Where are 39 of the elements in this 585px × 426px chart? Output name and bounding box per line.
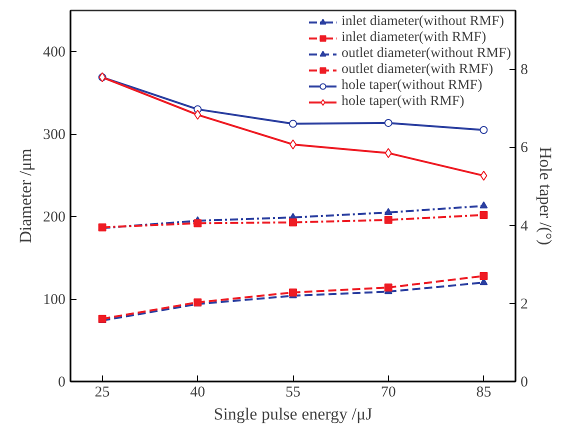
legend-label: hole taper(with RMF) [341,94,464,110]
x-tick-label: 40 [190,384,206,400]
x-tick-label: 70 [380,384,396,400]
point [194,110,202,120]
y-axis-title: Diameter /μm [16,148,35,244]
point [480,170,488,181]
point [480,210,488,219]
point [289,120,297,128]
point [384,208,392,216]
y2-tick-label: 0 [520,374,528,390]
legend-label: inlet diameter(with RMF) [341,30,486,46]
y-tick-label: 300 [43,127,66,144]
x-axis-title: Single pulse energy /μJ [214,404,373,424]
point [384,118,392,127]
point [289,288,297,296]
point [480,272,488,280]
point [480,126,488,134]
y-tick-label: 200 [43,210,66,226]
legend-label: inlet diameter(without RMF) [341,14,504,30]
y2-tick-label: 8 [520,62,528,78]
legend-label: outlet diameter(with RMF) [341,62,494,78]
y2-tick-label: 2 [520,296,528,312]
y-tick-label: 100 [43,292,66,308]
y2-axis-title: Hole taper /(°) [536,146,555,246]
x-tick-label: 85 [476,384,492,400]
y2-tick-label: 6 [520,140,528,156]
legend-label: hole taper(without RMF) [341,78,482,94]
x-tick-label: 55 [286,384,300,400]
point [480,201,488,208]
y-tick-label: 0 [58,374,66,390]
y2-tick-label: 4 [520,218,528,234]
x-tick-label: 25 [94,384,110,400]
point [289,218,297,226]
point [384,216,392,224]
point [384,284,392,292]
point [194,219,202,228]
point [384,148,392,158]
y-tick-label: 400 [43,44,66,61]
legend-label: outlet diameter(without RMF) [341,46,511,62]
